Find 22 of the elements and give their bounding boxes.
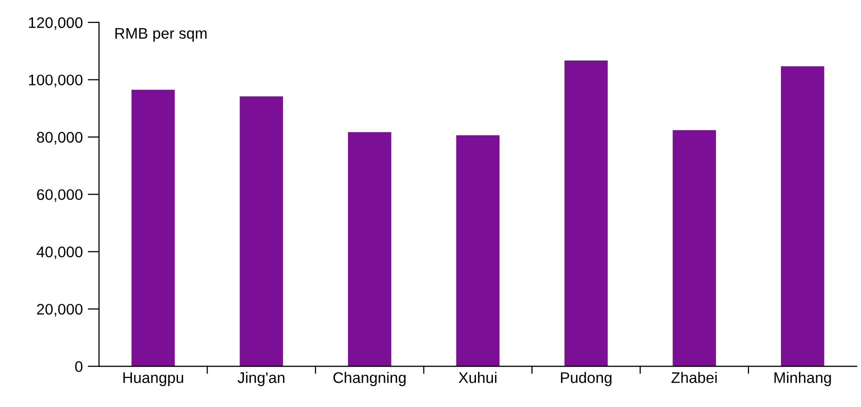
- bar: [348, 132, 392, 366]
- bar: [672, 130, 716, 366]
- y-tick-label: 80,000: [36, 132, 82, 145]
- y-tick-label: 40,000: [36, 246, 82, 260]
- bar: [131, 90, 175, 366]
- y-tick-label: 120,000: [28, 17, 82, 30]
- bar: [564, 60, 608, 366]
- bar: [780, 66, 824, 366]
- y-tick-label: 60,000: [37, 189, 82, 202]
- x-tick-label: Pudong: [561, 372, 612, 386]
- x-tick-label: Zhabei: [671, 372, 717, 384]
- y-axis-title: RMB per sqm: [115, 28, 207, 42]
- y-tick-label: 100,000: [28, 74, 82, 88]
- x-tick-label: Xuhui: [458, 372, 496, 384]
- y-tick-label: 0: [75, 361, 82, 372]
- x-tick-label: Changning: [333, 372, 406, 386]
- x-tick-label: Minhang: [774, 372, 831, 386]
- x-tick-label: Jing'an: [238, 372, 284, 386]
- bar: [456, 135, 500, 366]
- bar: [240, 96, 284, 366]
- y-tick-label: 20,000: [37, 304, 82, 316]
- x-tick-label: Huangpu: [123, 372, 184, 386]
